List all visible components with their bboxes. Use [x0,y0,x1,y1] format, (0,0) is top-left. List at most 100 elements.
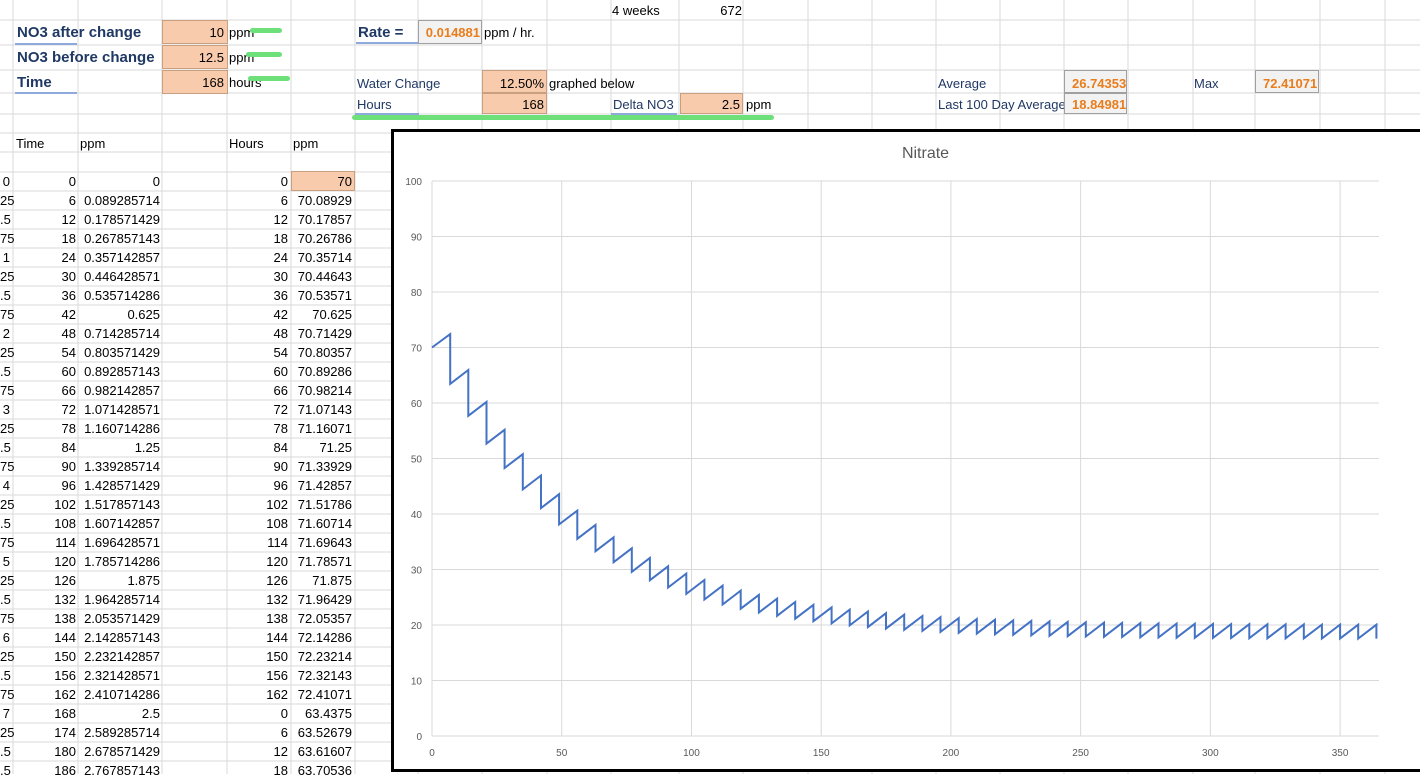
hours-cell: 0 [280,174,288,189]
ppm-cell: 0.446428571 [84,269,160,284]
time-cell: 90 [61,459,76,474]
ppm-cell: 72.14286 [297,630,352,645]
ppm-cell: 1.071428571 [84,402,160,417]
no3-before-value[interactable]: 12.5 [198,50,224,65]
ppm-cell: 71.25 [319,440,352,455]
row-edge-cell: 75 [0,535,15,550]
no3-before-input-fill[interactable] [162,45,228,69]
hours-cell: 126 [266,573,288,588]
average-label: Average [938,76,987,91]
hours-cell: 66 [273,383,288,398]
time-input-fill[interactable] [162,70,228,94]
y-tick-label: 40 [411,510,423,521]
row-edge-cell: 7 [2,706,10,721]
ppm-cell: 71.51786 [297,497,352,512]
table2-start-fill[interactable] [291,171,355,191]
hours-cell: 156 [266,668,288,683]
average-fill [1064,70,1127,93]
highlight-marker [250,28,282,33]
last100-value: 18.84981 [1072,97,1127,112]
row-edge-cell: 75 [0,687,15,702]
time-cell: 126 [54,573,76,588]
x-tick-label: 350 [1332,748,1349,759]
row-edge-cell: 0 [2,174,10,189]
hours-cell: 54 [273,345,288,360]
no3-after-value[interactable]: 10 [209,25,224,40]
row-edge-cell: 25 [0,269,15,284]
ppm-cell: 1.696428571 [84,535,160,550]
ppm-cell: 71.78571 [297,554,352,569]
ppm-cell: 71.33929 [297,459,352,474]
x-tick-label: 100 [683,748,700,759]
ppm-cell: 70.80357 [297,345,352,360]
water-change-note: graphed below [549,76,635,91]
table-row: 4 96 1.428571429 96 71.42857 [0,476,390,495]
ppm-cell: 1.160714286 [84,421,160,436]
ppm-cell: 0.267857143 [84,231,160,246]
row-edge-cell: 75 [0,459,15,474]
row-edge-cell: 5 [2,554,10,569]
hours-cell: 36 [273,288,288,303]
table-row: 75 90 1.339285714 90 71.33929 [0,457,390,476]
x-tick-label: 200 [943,748,960,759]
table-row: 25 102 1.517857143 102 71.51786 [0,495,390,514]
table2-header-hours: Hours [229,136,264,151]
time-cell: 72 [61,402,76,417]
ppm-cell: 2.678571429 [84,744,160,759]
row-edge-cell: 25 [0,497,15,512]
delta-underline [611,113,677,115]
y-tick-label: 100 [405,177,422,188]
max-label: Max [1194,76,1219,91]
hours-cell: 84 [273,440,288,455]
hours-value[interactable]: 168 [522,97,544,112]
hours-cell: 96 [273,478,288,493]
time-cell: 84 [61,440,76,455]
hours-cell: 132 [266,592,288,607]
nitrate-chart[interactable]: Nitrate 0 10 20 30 40 50 60 70 80 90 100 0 50 100 150 20… [391,129,1420,772]
time-cell: 96 [61,478,76,493]
time-cell: 6 [68,193,76,208]
ppm-cell: 2.053571429 [84,611,160,626]
water-change-value[interactable]: 12.50% [499,76,544,91]
ppm-cell: 63.4375 [305,706,352,721]
ppm-cell: 0.892857143 [84,364,160,379]
time-cell: 120 [54,554,76,569]
hours-underline [355,113,419,115]
no3-after-input-fill[interactable] [162,20,228,44]
highlight-marker [246,52,282,57]
time-cell: 42 [61,307,76,322]
time-cell: 156 [54,668,76,683]
time-cell: 138 [54,611,76,626]
highlight-marker [352,115,774,120]
water-change-fill[interactable] [482,70,547,93]
y-tick-label: 0 [416,732,422,743]
hours-fill[interactable] [482,93,547,114]
row-edge-cell: .5 [0,288,11,303]
ppm-cell: 71.875 [312,573,352,588]
hours-cell: 90 [273,459,288,474]
time-cell: 108 [54,516,76,531]
table-row: .5 60 0.892857143 60 70.89286 [0,362,390,381]
table-row: 25 30 0.446428571 30 70.44643 [0,267,390,286]
ppm-cell: 71.96429 [297,592,352,607]
max-fill [1255,70,1319,93]
ppm-cell: 72.23214 [297,649,352,664]
ppm-cell: 63.61607 [297,744,352,759]
table-row: 0 0 0 0 70 [0,172,390,191]
time-value[interactable]: 168 [202,75,224,90]
y-tick-label: 90 [411,233,423,244]
time-cell: 114 [55,535,76,550]
row-edge-cell: 6 [2,630,10,645]
ppm-cell: 1.785714286 [84,554,160,569]
table-row: .5 132 1.964285714 132 71.96429 [0,590,390,609]
row-edge-cell: .5 [0,440,11,455]
chart-title: Nitrate [902,145,949,162]
time-cell: 24 [61,250,76,265]
hours-cell: 12 [273,212,288,227]
hours-cell: 120 [266,554,288,569]
y-tick-label: 60 [411,399,423,410]
table-row: 7 168 2.5 0 63.4375 [0,704,390,723]
ppm-cell: 2.767857143 [84,763,160,778]
hours-label: Hours [357,97,392,112]
